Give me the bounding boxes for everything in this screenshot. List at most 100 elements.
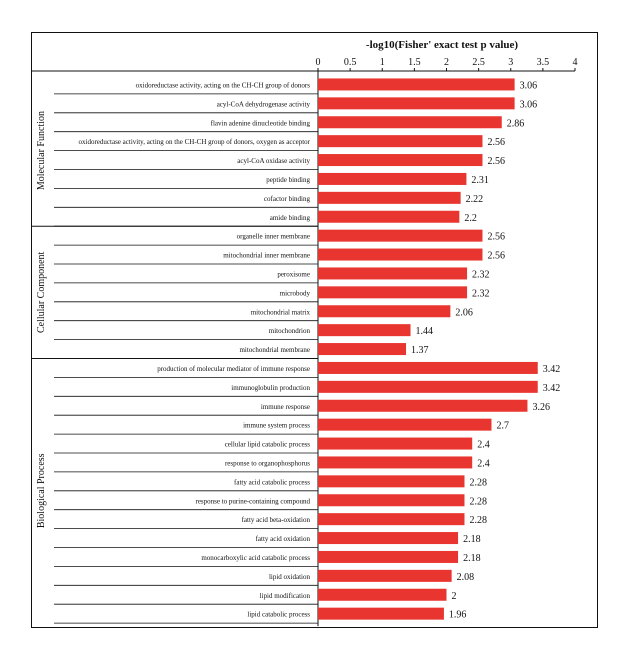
bar	[318, 229, 483, 242]
x-tick-label: 3	[508, 57, 513, 68]
category-label: peroxisome	[277, 270, 310, 278]
bar	[318, 191, 461, 204]
bar	[318, 418, 492, 431]
bar	[318, 361, 538, 374]
group-label: Cellular Component	[36, 251, 47, 333]
x-tick-label: 1.5	[408, 57, 421, 68]
data-label: 1.96	[449, 610, 467, 621]
data-label: 2.32	[472, 269, 490, 280]
data-label: 2.4	[477, 458, 490, 469]
bar	[318, 513, 465, 526]
x-tick-label: 4	[573, 57, 578, 68]
x-tick-label: 0	[316, 57, 321, 68]
bar	[318, 97, 515, 110]
bar	[318, 324, 411, 337]
category-label: acyl-CoA oxidase activity	[237, 157, 310, 165]
category-label: mitochondrial membrane	[239, 346, 310, 354]
data-label: 2.56	[487, 251, 505, 262]
data-label: 2.31	[471, 175, 489, 186]
bar	[318, 154, 483, 167]
bar	[318, 475, 465, 488]
bar	[318, 532, 459, 545]
category-label: acyl-CoA dehydrogenase activity	[217, 100, 311, 108]
category-label: oxidoreductase activity, acting on the C…	[79, 138, 311, 146]
category-label: amide binding	[270, 214, 311, 222]
x-tick-label: 0.5	[344, 57, 357, 68]
data-label: 2.4	[477, 440, 490, 451]
bar	[318, 248, 483, 261]
bar	[318, 569, 452, 582]
group-label: Molecular Function	[36, 111, 47, 190]
x-tick-label: 2.5	[472, 57, 485, 68]
data-label: 2.28	[469, 477, 487, 488]
category-label: response to purine-containing compound	[195, 497, 310, 505]
category-label: cellular lipid catabolic process	[225, 441, 311, 449]
category-label: mitochondrial inner membrane	[223, 252, 310, 260]
bar	[318, 494, 465, 507]
data-label: 2.86	[507, 118, 525, 129]
bar	[318, 286, 468, 299]
x-tick-label: 1	[380, 57, 385, 68]
bar	[318, 588, 447, 601]
category-label: fatty acid oxidation	[256, 535, 311, 543]
data-label: 2.28	[469, 515, 487, 526]
bar-chart: -log10(Fisher' exact test p value) 0 0.5 1 1…	[32, 39, 578, 627]
bar	[318, 399, 528, 412]
bar	[318, 607, 444, 620]
category-label: oxidoreductase activity, acting on the C…	[136, 81, 311, 89]
bar	[318, 380, 538, 393]
data-label: 1.44	[416, 326, 434, 337]
bar	[318, 210, 460, 223]
data-label: 3.06	[520, 80, 538, 91]
category-label: fatty acid beta-oxidation	[242, 516, 311, 524]
bar	[318, 135, 483, 148]
bar	[318, 172, 467, 185]
bar	[318, 550, 459, 563]
data-label: 2.32	[472, 288, 490, 299]
data-label: 1.37	[411, 345, 429, 356]
data-label: 2.56	[487, 232, 505, 243]
data-label: 2.2	[464, 213, 477, 224]
category-label: fatty acid catabolic process	[234, 478, 310, 486]
x-tick-label: 3.5	[537, 57, 550, 68]
data-label: 2.22	[466, 194, 484, 205]
data-label: 2.56	[487, 137, 505, 148]
data-label: 2.28	[469, 496, 487, 507]
data-label: 3.06	[520, 99, 538, 110]
data-label: 2.06	[455, 307, 473, 318]
category-label: mitochondrion	[269, 327, 311, 335]
category-label: immunoglobulin production	[231, 384, 310, 392]
category-label: lipid modification	[260, 592, 311, 600]
bar	[318, 343, 407, 356]
data-label: 2.7	[496, 421, 509, 432]
category-label: lipid catabolic process	[247, 611, 310, 619]
bar	[318, 456, 473, 469]
data-label: 3.26	[532, 402, 550, 413]
category-label: immune response	[261, 403, 310, 411]
chart-frame: -log10(Fisher' exact test p value) 0 0.5 1 1…	[31, 32, 598, 628]
bar	[318, 116, 502, 129]
category-label: immune system process	[243, 422, 310, 430]
category-label: production of molecular mediator of immu…	[157, 365, 310, 373]
bar	[318, 78, 515, 91]
category-label: cofactor binding	[264, 195, 311, 203]
group-label: Biological Process	[36, 453, 47, 528]
data-label: 3.42	[543, 383, 561, 394]
data-label: 2.56	[487, 156, 505, 167]
data-label: 2.18	[463, 553, 481, 564]
data-label: 3.42	[543, 364, 561, 375]
category-label: flavin adenine dinucleotide binding	[211, 119, 311, 127]
category-label: monocarboxylic acid catabolic process	[201, 554, 310, 562]
bar	[318, 437, 473, 450]
x-tick-label: 2	[444, 57, 449, 68]
data-label: 2.08	[457, 572, 475, 583]
category-label: organelle inner membrane	[237, 233, 310, 241]
axis-title: -log10(Fisher' exact test p value)	[366, 39, 518, 51]
data-label: 2.18	[463, 534, 481, 545]
data-label: 2	[452, 591, 457, 602]
category-label: microbody	[280, 289, 311, 297]
category-label: peptide binding	[266, 176, 310, 184]
category-label: response to organophosphorus	[225, 459, 310, 467]
category-label: lipid oxidation	[269, 573, 311, 581]
bar	[318, 267, 468, 280]
